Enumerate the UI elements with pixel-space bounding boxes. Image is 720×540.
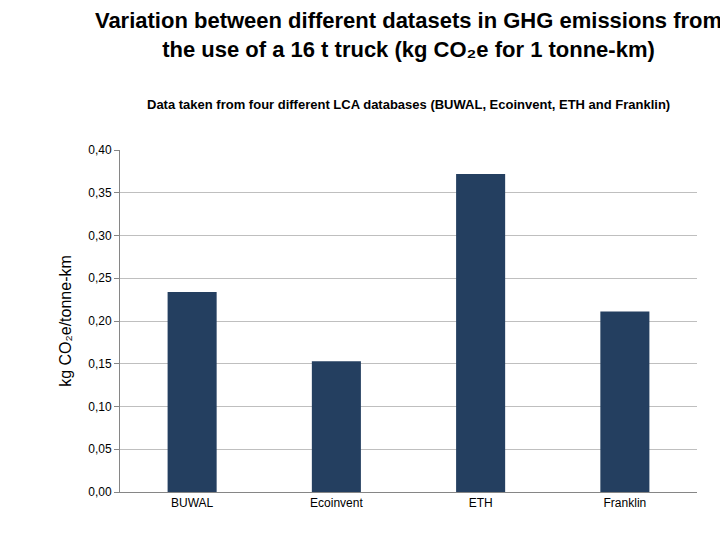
svg-text:Variation between different da: Variation between different datasets in … — [95, 8, 720, 62]
svg-text:0,20: 0,20 — [88, 314, 112, 328]
svg-text:0,00: 0,00 — [88, 485, 112, 499]
svg-text:Data taken from four different: Data taken from four different LCA datab… — [147, 97, 670, 112]
svg-text:0,10: 0,10 — [88, 400, 112, 414]
svg-text:Ecoinvent: Ecoinvent — [310, 496, 363, 510]
svg-text:BUWAL: BUWAL — [171, 496, 214, 510]
svg-text:0,25: 0,25 — [88, 271, 112, 285]
svg-text:kg CO₂e/tonne-km: kg CO₂e/tonne-km — [57, 255, 74, 387]
svg-text:0,30: 0,30 — [88, 229, 112, 243]
svg-text:0,40: 0,40 — [88, 143, 112, 157]
svg-text:0,35: 0,35 — [88, 186, 112, 200]
svg-text:0,15: 0,15 — [88, 357, 112, 371]
svg-text:ETH: ETH — [469, 496, 493, 510]
svg-text:0,05: 0,05 — [88, 442, 112, 456]
svg-text:Franklin: Franklin — [604, 496, 647, 510]
